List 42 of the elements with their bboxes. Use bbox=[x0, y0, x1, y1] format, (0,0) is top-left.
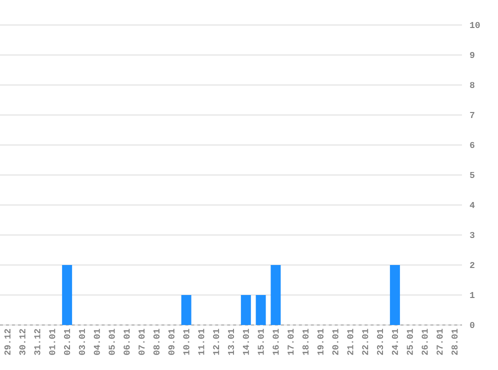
x-tick-label: 06.01 bbox=[124, 328, 130, 355]
x-tick-label: 09.01 bbox=[168, 328, 174, 355]
y-tick-label: 5 bbox=[470, 172, 474, 178]
x-tick-label: 01.01 bbox=[49, 328, 56, 355]
x-tick-label: 04.01 bbox=[94, 328, 100, 355]
y-tick-label: 10 bbox=[470, 22, 480, 28]
x-tick-label: 13.01 bbox=[228, 328, 234, 355]
y-tick-label: 6 bbox=[470, 142, 474, 148]
x-tick-label: 27.01 bbox=[436, 328, 443, 355]
x-tick-label: 18.01 bbox=[302, 328, 309, 355]
x-tick-label: 12.01 bbox=[213, 328, 220, 355]
x-tick-label: 15.01 bbox=[258, 328, 264, 355]
x-tick-label: 28.01 bbox=[452, 328, 458, 355]
x-tick-label: 19.01 bbox=[317, 328, 324, 355]
x-tick-label: 20.01 bbox=[332, 328, 338, 355]
y-tick-label: 8 bbox=[470, 82, 474, 88]
x-tick-label: 10.01 bbox=[183, 328, 190, 355]
x-tick-label: 29.12 bbox=[4, 329, 10, 355]
y-tick-label: 0 bbox=[470, 322, 474, 328]
y-tick-label: 2 bbox=[470, 262, 474, 268]
x-tick-label: 26.01 bbox=[422, 328, 428, 355]
x-tick-label: 14.01 bbox=[242, 328, 249, 355]
x-tick-label: 17.01 bbox=[288, 328, 294, 355]
x-tick-label: 07.01 bbox=[138, 328, 145, 355]
x-tick-label: 16.01 bbox=[272, 328, 279, 355]
x-tick-label: 31.12 bbox=[34, 329, 40, 356]
x-tick-label: 02.01 bbox=[64, 328, 70, 355]
x-tick-label: 05.01 bbox=[108, 328, 115, 355]
y-tick-label: 4 bbox=[470, 202, 475, 208]
x-tick-label: 08.01 bbox=[153, 328, 160, 355]
y-tick-label: 3 bbox=[470, 232, 474, 238]
x-tick-label: 23.01 bbox=[376, 328, 384, 355]
x-tick-label: 11.01 bbox=[198, 328, 204, 355]
x-tick-label: 22.01 bbox=[362, 328, 368, 355]
x-tick-label: 25.01 bbox=[406, 328, 413, 355]
x-tick-label: 03.01 bbox=[78, 328, 86, 355]
x-tick-label: 24.01 bbox=[392, 328, 398, 355]
y-tick-label: 7 bbox=[470, 112, 474, 118]
y-tick-label: 9 bbox=[470, 52, 474, 58]
x-tick-label: 21.01 bbox=[347, 328, 354, 355]
x-tick-label: 30.12 bbox=[19, 329, 26, 356]
y-tick-label: 1 bbox=[470, 292, 475, 298]
